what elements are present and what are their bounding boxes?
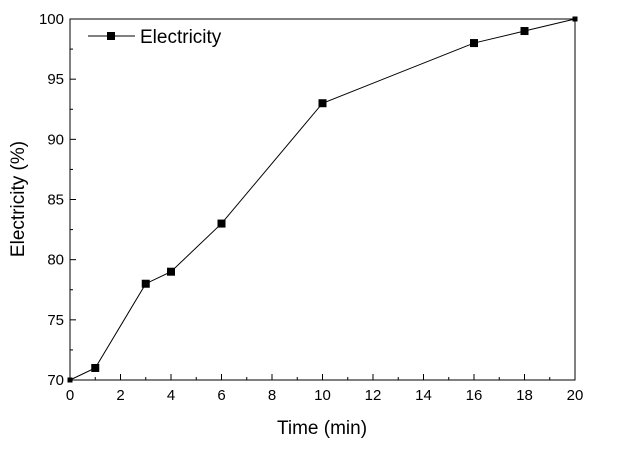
y-tick-label: 75 bbox=[47, 312, 64, 329]
x-tick-label: 6 bbox=[217, 387, 225, 404]
data-point-marker bbox=[67, 377, 73, 383]
x-tick-label: 20 bbox=[567, 387, 584, 404]
x-tick-label: 18 bbox=[516, 387, 533, 404]
x-axis-ticks: 0 2 4 6 8 10 12 14 16 18 20 bbox=[66, 374, 584, 404]
y-tick-label: 85 bbox=[47, 192, 64, 209]
y-axis-ticks: 70 75 80 85 90 95 100 bbox=[39, 11, 76, 389]
x-axis-title: Time (min) bbox=[277, 418, 367, 439]
y-tick-label: 80 bbox=[47, 252, 64, 269]
data-point-marker bbox=[520, 27, 529, 36]
data-point-marker bbox=[141, 279, 150, 288]
y-axis-title: Electricity (%) bbox=[8, 141, 29, 257]
legend-square-marker bbox=[107, 32, 115, 40]
x-tick-label: 16 bbox=[466, 387, 483, 404]
series-layer bbox=[67, 16, 578, 383]
x-tick-label: 0 bbox=[66, 387, 74, 404]
data-point-marker bbox=[91, 363, 100, 372]
y-tick-label: 95 bbox=[47, 71, 64, 88]
legend-label: Electricity bbox=[140, 27, 222, 48]
data-point-marker bbox=[217, 219, 226, 228]
data-point-marker bbox=[572, 16, 578, 22]
y-tick-label: 100 bbox=[39, 11, 64, 28]
y-tick-label: 70 bbox=[47, 372, 64, 389]
series-line bbox=[69, 18, 576, 381]
plot-frame bbox=[69, 18, 576, 381]
x-tick-label: 4 bbox=[167, 387, 175, 404]
data-point-marker bbox=[318, 99, 327, 108]
y-tick-label: 90 bbox=[47, 131, 64, 148]
x-tick-label: 12 bbox=[365, 387, 382, 404]
x-tick-label: 2 bbox=[116, 387, 124, 404]
x-tick-label: 10 bbox=[314, 387, 331, 404]
data-point-marker bbox=[470, 39, 478, 48]
x-tick-label: 14 bbox=[415, 387, 432, 404]
x-tick-label: 8 bbox=[268, 387, 276, 404]
data-point-marker bbox=[167, 267, 175, 276]
legend: Electricity bbox=[88, 27, 222, 48]
